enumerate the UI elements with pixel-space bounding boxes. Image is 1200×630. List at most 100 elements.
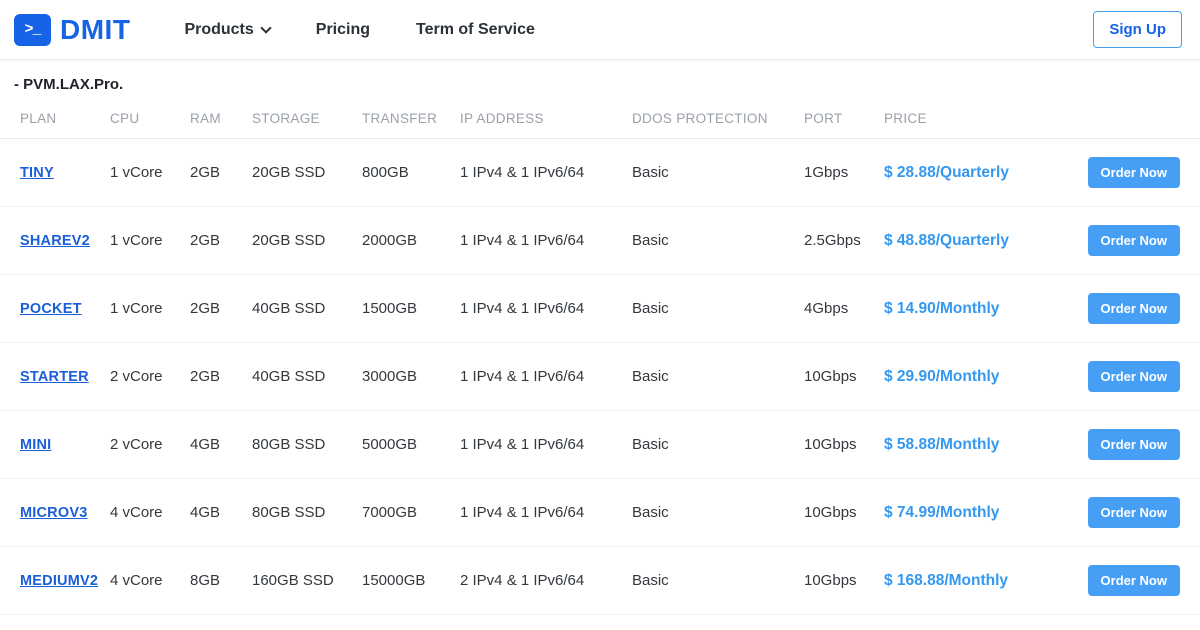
transfer-cell: 800GB (362, 138, 460, 207)
order-now-button[interactable]: Order Now (1087, 565, 1180, 596)
order-now-button[interactable]: Order Now (1087, 293, 1180, 324)
price-cell: $ 338.88/Monthly (884, 614, 1070, 630)
port-cell: 10Gbps (804, 546, 884, 615)
plan-name-link[interactable]: MICROV3 (20, 505, 88, 521)
ram-cell: 8GB (190, 546, 252, 615)
storage-cell: 20GB SSD (252, 138, 362, 207)
dmit-logo[interactable]: >_ DMIT (14, 13, 130, 46)
nav-item-term-of-service[interactable]: Term of Service (416, 21, 535, 39)
table-row: MINI 2 vCore 4GB 80GB SSD 5000GB 1 IPv4 … (0, 410, 1200, 479)
ip-address-cell: 2 IPv4 & 1 IPv6/64 (460, 614, 632, 630)
port-cell: 4Gbps (804, 274, 884, 343)
ram-cell: 4GB (190, 410, 252, 479)
transfer-cell: 25000GB (362, 614, 460, 630)
price-cell: $ 168.88/Monthly (884, 546, 1070, 615)
order-now-button[interactable]: Order Now (1087, 361, 1180, 392)
ip-address-cell: 1 IPv4 & 1 IPv6/64 (460, 478, 632, 547)
col-header-ram: RAM (190, 103, 252, 139)
col-header-port: PORT (804, 103, 884, 139)
terminal-prompt-icon: >_ (14, 13, 51, 46)
top-navbar: >_ DMIT Products Pricing Term of Service… (0, 0, 1200, 60)
port-cell: 10Gbps (804, 614, 884, 630)
cpu-cell: 2 vCore (110, 342, 190, 411)
col-header-cpu: CPU (110, 103, 190, 139)
transfer-cell: 5000GB (362, 410, 460, 479)
nav-item-pricing[interactable]: Pricing (316, 21, 370, 39)
col-header-action (1070, 103, 1200, 139)
cpu-cell: 2 vCore (110, 410, 190, 479)
transfer-cell: 1500GB (362, 274, 460, 343)
ip-address-cell: 1 IPv4 & 1 IPv6/64 (460, 410, 632, 479)
price-cell: $ 74.99/Monthly (884, 478, 1070, 547)
order-now-button[interactable]: Order Now (1087, 429, 1180, 460)
storage-cell: 80GB SSD (252, 478, 362, 547)
transfer-cell: 7000GB (362, 478, 460, 547)
ram-cell: 2GB (190, 274, 252, 343)
ram-cell: 4GB (190, 478, 252, 547)
ram-cell: 2GB (190, 138, 252, 207)
storage-cell: 40GB SSD (252, 274, 362, 343)
ip-address-cell: 1 IPv4 & 1 IPv6/64 (460, 138, 632, 207)
storage-cell: 20GB SSD (252, 206, 362, 275)
plan-name-link[interactable]: STARTER (20, 369, 89, 385)
transfer-cell: 15000GB (362, 546, 460, 615)
cpu-cell: 8 vCore (110, 614, 190, 630)
port-cell: 10Gbps (804, 342, 884, 411)
plan-name-link[interactable]: MINI (20, 437, 52, 453)
col-header-ddos-protection: DDOS PROTECTION (632, 103, 804, 139)
nav-item-products[interactable]: Products (184, 21, 272, 39)
plan-name-link[interactable]: MEDIUMV2 (20, 573, 99, 589)
ip-address-cell: 1 IPv4 & 1 IPv6/64 (460, 274, 632, 343)
order-now-button[interactable]: Order Now (1087, 157, 1180, 188)
plans-table: PLAN CPU RAM STORAGE TRANSFER IP ADDRESS… (0, 103, 1200, 630)
table-row: SHAREV2 1 vCore 2GB 20GB SSD 2000GB 1 IP… (0, 206, 1200, 275)
order-now-button[interactable]: Order Now (1087, 225, 1180, 256)
port-cell: 10Gbps (804, 478, 884, 547)
ddos-protection-cell: Basic (632, 274, 804, 343)
price-cell: $ 14.90/Monthly (884, 274, 1070, 343)
plan-name-link[interactable]: TINY (20, 165, 54, 181)
storage-cell: 40GB SSD (252, 342, 362, 411)
chevron-down-icon (260, 21, 272, 34)
cpu-cell: 1 vCore (110, 274, 190, 343)
port-cell: 10Gbps (804, 410, 884, 479)
port-cell: 1Gbps (804, 138, 884, 207)
col-header-storage: STORAGE (252, 103, 362, 139)
table-row: LARGE 8 vCore 16GB 320GB SSD 25000GB 2 I… (0, 614, 1200, 630)
table-row: MICROV3 4 vCore 4GB 80GB SSD 7000GB 1 IP… (0, 478, 1200, 547)
col-header-transfer: TRANSFER (362, 103, 460, 139)
plan-name-link[interactable]: POCKET (20, 301, 82, 317)
table-row: STARTER 2 vCore 2GB 40GB SSD 3000GB 1 IP… (0, 342, 1200, 411)
ram-cell: 2GB (190, 342, 252, 411)
ddos-protection-cell: Basic (632, 614, 804, 630)
ram-cell: 16GB (190, 614, 252, 630)
ddos-protection-cell: Basic (632, 410, 804, 479)
storage-cell: 80GB SSD (252, 410, 362, 479)
table-row: POCKET 1 vCore 2GB 40GB SSD 1500GB 1 IPv… (0, 274, 1200, 343)
col-header-ip-address: IP ADDRESS (460, 103, 632, 139)
ip-address-cell: 1 IPv4 & 1 IPv6/64 (460, 342, 632, 411)
transfer-cell: 2000GB (362, 206, 460, 275)
price-cell: $ 48.88/Quarterly (884, 206, 1070, 275)
storage-cell: 160GB SSD (252, 546, 362, 615)
transfer-cell: 3000GB (362, 342, 460, 411)
nav-pricing-label: Pricing (315, 20, 371, 38)
plan-name-link[interactable]: SHAREV2 (20, 233, 90, 249)
port-cell: 2.5Gbps (804, 206, 884, 275)
main-nav: Products Pricing Term of Service (184, 21, 534, 39)
table-header-row: PLAN CPU RAM STORAGE TRANSFER IP ADDRESS… (0, 103, 1200, 139)
col-header-price: PRICE (884, 103, 1070, 139)
ddos-protection-cell: Basic (632, 206, 804, 275)
cpu-cell: 1 vCore (110, 206, 190, 275)
sign-up-button[interactable]: Sign Up (1093, 11, 1182, 48)
pricing-section: - PVM.LAX.Pro. PLAN CPU RAM STORAGE TRAN… (0, 60, 1200, 630)
section-title: - PVM.LAX.Pro. (14, 76, 124, 93)
table-row: MEDIUMV2 4 vCore 8GB 160GB SSD 15000GB 2… (0, 546, 1200, 615)
cpu-cell: 4 vCore (110, 546, 190, 615)
ip-address-cell: 2 IPv4 & 1 IPv6/64 (460, 546, 632, 615)
price-cell: $ 29.90/Monthly (884, 342, 1070, 411)
storage-cell: 320GB SSD (252, 614, 362, 630)
order-now-button[interactable]: Order Now (1087, 497, 1180, 528)
price-cell: $ 58.88/Monthly (884, 410, 1070, 479)
col-header-plan: PLAN (0, 103, 110, 139)
